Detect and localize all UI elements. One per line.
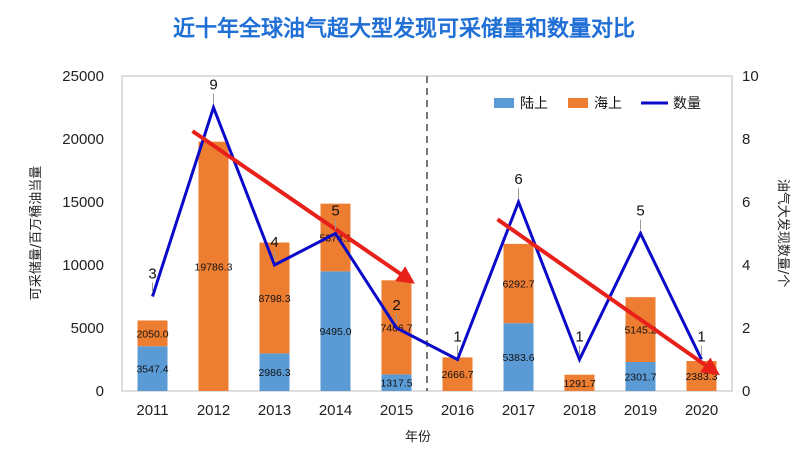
bar-onshore xyxy=(381,374,412,391)
legend: 陆上 海上 数量 xyxy=(494,96,701,112)
right-axis-ticks: 0 2 4 6 8 10 xyxy=(742,68,759,400)
x-tick-label: 2019 xyxy=(624,402,657,419)
x-tick-label: 2015 xyxy=(380,402,413,419)
count-data-labels: 3 9 4 5 2 1 6 1 5 1 xyxy=(148,77,706,356)
x-tick-label: 2020 xyxy=(685,402,718,419)
trend-arrow xyxy=(496,217,720,376)
bar-label-onshore: 2986.3 xyxy=(258,367,290,379)
bar-label-onshore: 1317.5 xyxy=(380,378,412,390)
count-label: 9 xyxy=(209,77,217,94)
legend-label-onshore: 陆上 xyxy=(520,96,548,112)
bar-label-offshore: 2383.3 xyxy=(685,371,717,383)
bar-label-offshore: 6292.7 xyxy=(502,279,534,291)
y-tick-label: 5000 xyxy=(71,320,104,337)
count-label: 5 xyxy=(636,203,644,220)
left-axis-ticks: 0 5000 10000 15000 20000 25000 xyxy=(62,68,104,400)
bar-onshore xyxy=(137,346,168,391)
legend-label-offshore: 海上 xyxy=(594,96,622,112)
y2-axis-title: 油气大发现数量/个 xyxy=(775,179,791,287)
x-tick-label: 2014 xyxy=(319,402,352,419)
legend-swatch-offshore xyxy=(568,98,588,108)
bar-label-offshore: 8798.3 xyxy=(258,293,290,305)
x-axis-ticks: 2011 2012 2013 2014 2015 2016 2017 2018 2019 2020 xyxy=(136,402,718,419)
x-tick-label: 2016 xyxy=(441,402,474,419)
y-tick-label: 20000 xyxy=(62,131,104,148)
bar-offshore xyxy=(625,297,656,362)
trend-arrows xyxy=(191,129,720,376)
x-tick-label: 2011 xyxy=(136,402,168,419)
count-label: 5 xyxy=(331,203,339,220)
bar-label-offshore: 1291.7 xyxy=(563,378,595,390)
count-label: 4 xyxy=(270,234,278,251)
bar-onshore xyxy=(503,323,534,391)
bar-offshore xyxy=(198,141,229,391)
count-label: 6 xyxy=(514,171,522,188)
bar-label-offshore: 2666.7 xyxy=(441,369,473,381)
bar-offshore xyxy=(442,357,473,391)
y2-tick-label: 10 xyxy=(742,68,759,85)
trend-arrow xyxy=(191,129,415,284)
x-tick-label: 2013 xyxy=(258,402,291,419)
count-label: 2 xyxy=(392,297,400,314)
x-tick-label: 2018 xyxy=(563,402,596,419)
bar-offshore xyxy=(137,320,168,347)
x-axis-title: 年份 xyxy=(405,430,431,445)
bar-onshore xyxy=(259,353,290,391)
bar-onshore xyxy=(320,271,351,391)
chart-title: 近十年全球油气超大型发现可采储量和数量对比 xyxy=(173,16,635,42)
bar-label-onshore: 3547.4 xyxy=(136,364,168,376)
bar-label-onshore: 9495.0 xyxy=(319,326,351,338)
bar-label-onshore: 2301.7 xyxy=(624,371,656,383)
y-tick-label: 10000 xyxy=(62,257,104,274)
bar-onshore xyxy=(625,361,656,391)
x-tick-label: 2017 xyxy=(502,402,535,419)
count-label: 3 xyxy=(148,266,156,283)
y-tick-label: 15000 xyxy=(62,194,104,211)
y2-tick-label: 8 xyxy=(742,131,750,148)
y-tick-label: 25000 xyxy=(62,68,104,85)
count-label: 1 xyxy=(575,329,583,346)
y-tick-label: 0 xyxy=(96,383,104,400)
bar-offshore xyxy=(564,374,595,391)
legend-label-count: 数量 xyxy=(673,96,701,112)
bar-data-labels: 3547.42050.019786.32986.38798.39495.0537… xyxy=(136,233,717,390)
y2-tick-label: 0 xyxy=(742,383,750,400)
bar-series xyxy=(137,141,717,391)
bar-label-onshore: 5383.6 xyxy=(502,352,534,364)
count-label: 1 xyxy=(697,329,705,346)
count-label: 1 xyxy=(453,329,461,346)
y2-tick-label: 2 xyxy=(742,320,750,337)
bar-label-offshore: 19786.3 xyxy=(195,261,233,273)
y-axis-title: 可采储量/百万桶油当量 xyxy=(29,166,44,300)
y2-tick-label: 6 xyxy=(742,194,750,211)
legend-swatch-onshore xyxy=(494,98,514,108)
bar-label-offshore: 2050.0 xyxy=(136,328,168,340)
bar-offshore xyxy=(503,243,534,324)
x-tick-label: 2012 xyxy=(197,402,230,419)
y2-tick-label: 4 xyxy=(742,257,750,274)
